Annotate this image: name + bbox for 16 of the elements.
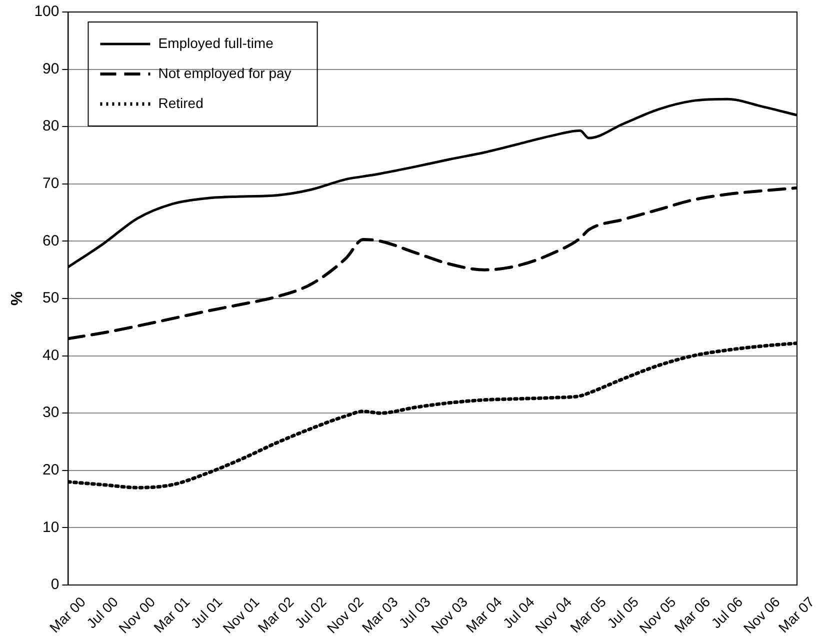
y-tick-label: 60 <box>42 232 60 250</box>
y-tick-label: 90 <box>42 60 60 78</box>
y-tick-label: 50 <box>42 290 60 307</box>
y-tick-label: 70 <box>42 175 60 192</box>
y-tick-label: 40 <box>42 346 60 364</box>
y-tick-label: 30 <box>42 404 60 422</box>
y-tick-label: 20 <box>42 462 60 479</box>
x-tick-label: Mar 00 <box>46 593 89 636</box>
legend-label: Retired <box>158 94 204 111</box>
legend-label: Employed full-time <box>158 34 274 51</box>
y-tick-label: 0 <box>50 576 60 594</box>
legend-label: Not employed for pay <box>158 64 292 81</box>
y-tick-label: 80 <box>42 118 60 135</box>
y-axis-title: % <box>9 291 26 306</box>
y-tick-label: 100 <box>34 3 60 20</box>
y-tick-label: 10 <box>42 518 60 536</box>
